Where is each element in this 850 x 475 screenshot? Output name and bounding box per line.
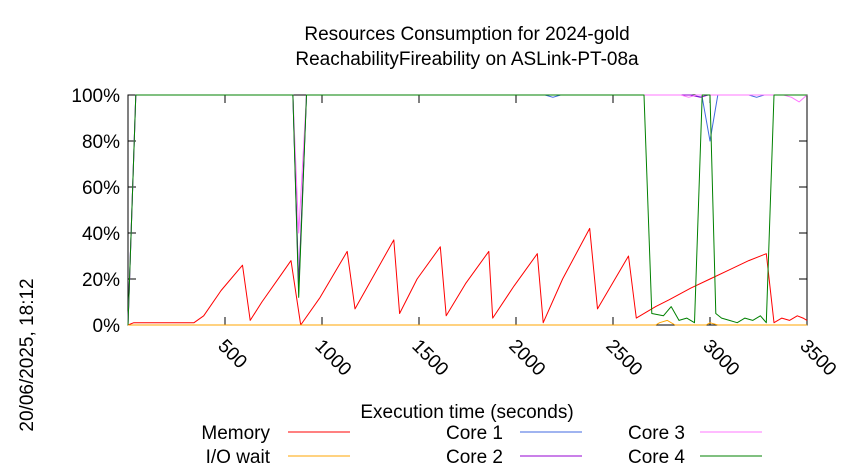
legend-label: Core 1: [446, 423, 503, 444]
y-tick-label: 0%: [93, 316, 121, 337]
x-tick-label: 3500: [795, 336, 840, 381]
x-tick-label: 1500: [407, 336, 452, 381]
x-axis-label: Execution time (seconds): [360, 402, 573, 423]
y-tick-label: 20%: [82, 270, 120, 291]
y-tick-label: 100%: [71, 86, 120, 107]
legend-label: Core 3: [628, 423, 685, 444]
x-tick-label: 3000: [698, 336, 743, 381]
series-line-memory: [127, 227, 808, 326]
y-tick-label: 40%: [82, 224, 120, 245]
y-tick-label: 60%: [82, 178, 120, 199]
y-tick-label: 80%: [82, 132, 120, 153]
x-tick-label: 1000: [310, 336, 355, 381]
series-lines: [127, 94, 808, 326]
legend-label: Core 2: [446, 447, 503, 468]
x-axis: 500 1000 1500 2000 2500 3000 3500: [213, 95, 840, 380]
plot-frame: [127, 94, 808, 326]
legend-label: Core 4: [628, 447, 685, 468]
chart-subtitle: ReachabilityFireability on ASLink-PT-08a: [295, 49, 639, 70]
series-line-core-3: [127, 94, 808, 326]
x-tick-label: 2000: [504, 336, 549, 381]
chart-title: Resources Consumption for 2024-gold: [304, 24, 629, 45]
legend-label: I/O wait: [206, 447, 271, 468]
x-tick-label: 500: [213, 336, 250, 373]
series-line-i-o-wait: [128, 319, 807, 326]
legend: Memory I/O wait Core 1 Core 2 Core 3 Core 4: [201, 423, 762, 468]
series-line-core-4: [127, 94, 807, 326]
side-timestamp-label: 20/06/2025, 18:12: [17, 278, 38, 431]
series-line-core-1: [127, 94, 807, 326]
legend-label: Memory: [201, 423, 270, 444]
series-line-core-2: [127, 94, 807, 326]
x-tick-label: 2500: [601, 336, 646, 381]
y-axis: 0% 20% 40% 60% 80% 100%: [71, 86, 807, 337]
